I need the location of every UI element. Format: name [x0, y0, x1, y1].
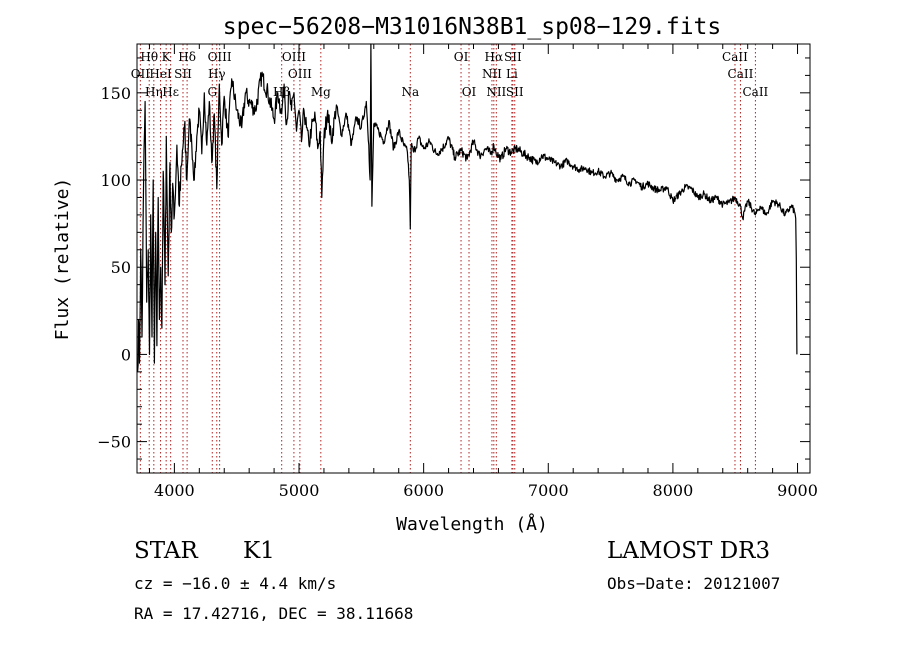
- line-label: Hε: [162, 85, 179, 99]
- line-label: OI: [462, 85, 477, 99]
- y-tick-label: −50: [97, 433, 131, 452]
- class-label: STAR: [134, 538, 198, 564]
- y-tick-label: 50: [111, 258, 131, 277]
- x-tick-label: 5000: [279, 481, 320, 500]
- y-tick-label: 150: [100, 84, 131, 103]
- line-label: OI: [454, 50, 469, 64]
- line-label: Hη: [145, 85, 163, 99]
- line-label: OIII: [288, 67, 312, 81]
- line-label: Hγ: [208, 67, 226, 81]
- y-tick-label: 0: [121, 345, 131, 364]
- x-tick-label: 9000: [777, 481, 818, 500]
- line-label: Na: [401, 85, 419, 99]
- line-label: Li: [506, 67, 518, 81]
- subclass-label: K1: [243, 538, 275, 564]
- spectrum-series: [137, 43, 798, 372]
- y-tick-label: 100: [100, 171, 131, 190]
- line-label: OIII: [282, 50, 306, 64]
- spectrum-line: [137, 43, 798, 372]
- chart-title: spec−56208−M31016N38B1_sp08−129.fits: [223, 14, 722, 40]
- line-label: Mg: [311, 85, 331, 99]
- plot-frame: [136, 43, 811, 474]
- line-label: K: [162, 50, 172, 64]
- line-label: Hθ: [140, 50, 158, 64]
- x-axis-label: Wavelength (Å): [396, 513, 548, 535]
- line-label: CaII: [728, 67, 754, 81]
- obs-date-text: Obs−Date: 20121007: [607, 574, 781, 593]
- line-label: SII: [504, 50, 522, 64]
- line-label: Hα: [485, 50, 504, 64]
- redshift-text: cz = −16.0 ± 4.4 km/s: [134, 574, 337, 593]
- line-label: Hβ: [273, 85, 290, 99]
- x-tick-label: 4000: [154, 481, 195, 500]
- line-label: NII: [482, 67, 502, 81]
- line-label: NII: [486, 85, 506, 99]
- axes: 4000 5000 6000 7000 8000 9000 −50 0 50 100 150: [97, 44, 818, 500]
- x-tick-label: 6000: [403, 481, 444, 500]
- line-label: SII: [174, 67, 192, 81]
- coordinates-text: RA = 17.42716, DEC = 38.11668: [134, 604, 414, 623]
- line-label: CaII: [722, 50, 748, 64]
- line-label: Hδ: [178, 50, 196, 64]
- x-tick-label: 8000: [653, 481, 694, 500]
- y-axis-label: Flux (relative): [52, 178, 73, 341]
- line-label: CaII: [742, 85, 768, 99]
- line-label: HeI: [149, 67, 172, 81]
- emission-line-markers: [139, 44, 756, 473]
- line-label: SII: [506, 85, 524, 99]
- x-tick-label: 7000: [528, 481, 569, 500]
- line-label: OIII: [208, 50, 232, 64]
- survey-label: LAMOST DR3: [607, 538, 771, 564]
- line-label: G: [207, 85, 217, 99]
- line-label: OII: [131, 67, 151, 81]
